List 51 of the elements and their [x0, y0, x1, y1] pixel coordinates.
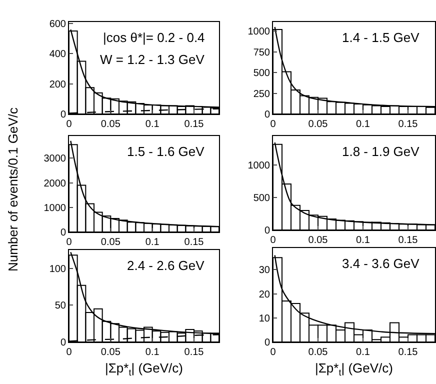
y-tick-label: 1000 — [248, 160, 270, 172]
x-tick-label: 0.05 — [100, 237, 121, 248]
x-tick-label: 0.1 — [356, 235, 370, 246]
y-tick-label: 250 — [253, 88, 270, 100]
y-tick-label: 200 — [49, 79, 66, 90]
y-tick-label: 500 — [253, 68, 270, 80]
y-tick-label: 750 — [253, 47, 270, 58]
annotation: 1.4 - 1.5 GeV — [342, 30, 420, 45]
x-tick-label: 0.15 — [398, 235, 418, 246]
y-tick-label: 0 — [264, 338, 270, 348]
x-tick-label: 0.05 — [100, 119, 121, 130]
y-tick-label: 10 — [258, 313, 270, 324]
y-tick-label: 2000 — [44, 178, 66, 190]
y-tick-label: 600 — [49, 19, 66, 30]
y-tick-label: 0 — [264, 226, 270, 236]
x-tick-label: 0.05 — [308, 347, 328, 358]
annotation: 2.4 - 2.6 GeV — [127, 258, 205, 273]
x-tick-label: 0.15 — [398, 347, 418, 358]
x-tick-label: 0.05 — [308, 119, 328, 130]
annotation: 1.8 - 1.9 GeV — [342, 144, 420, 159]
x-tick-label: 0.15 — [184, 119, 204, 130]
y-tick-label: 50 — [54, 300, 66, 312]
x-axis-title: |Σp*$_{t}$| (GeV/c) — [314, 360, 394, 378]
y-tick-label: 1000 — [248, 26, 270, 38]
x-tick-label: 0.1 — [145, 237, 160, 248]
x-tick-label: 0.1 — [356, 119, 370, 130]
y-axis-title: Number of events/0.1 GeV/c — [6, 106, 20, 274]
x-tick-label: 0.15 — [184, 237, 204, 248]
y-tick-label: 0 — [60, 110, 66, 120]
y-tick-label: 1000 — [44, 202, 66, 214]
y-tick-label: 20 — [258, 289, 270, 300]
annotation: |cos θ*|= 0.2 - 0.4 — [103, 30, 205, 45]
x-tick-label: 0.05 — [100, 347, 121, 358]
x-tick-label: 0.15 — [398, 119, 418, 130]
x-tick-label: 0.1 — [356, 347, 370, 358]
y-tick-label: 0 — [60, 228, 66, 238]
y-tick-label: 3000 — [44, 154, 66, 165]
x-tick-label: 0.1 — [145, 347, 160, 358]
y-tick-label: 500 — [253, 193, 270, 204]
y-tick-label: 0 — [264, 110, 270, 120]
annotation: 3.4 - 3.6 GeV — [342, 256, 420, 271]
annotation: W = 1.2 - 1.3 GeV — [100, 52, 205, 67]
x-tick-label: 0.05 — [308, 235, 328, 246]
y-tick-label: 30 — [258, 265, 270, 276]
y-tick-label: 100 — [49, 264, 66, 275]
y-tick-label: 400 — [49, 49, 66, 60]
x-axis-title: |Σp*$_{t}$| (GeV/c) — [104, 360, 184, 378]
x-tick-label: 0.1 — [145, 119, 160, 130]
annotation: 1.5 - 1.6 GeV — [127, 144, 205, 159]
x-tick-label: 0.15 — [184, 347, 204, 358]
y-tick-label: 0 — [60, 338, 66, 348]
